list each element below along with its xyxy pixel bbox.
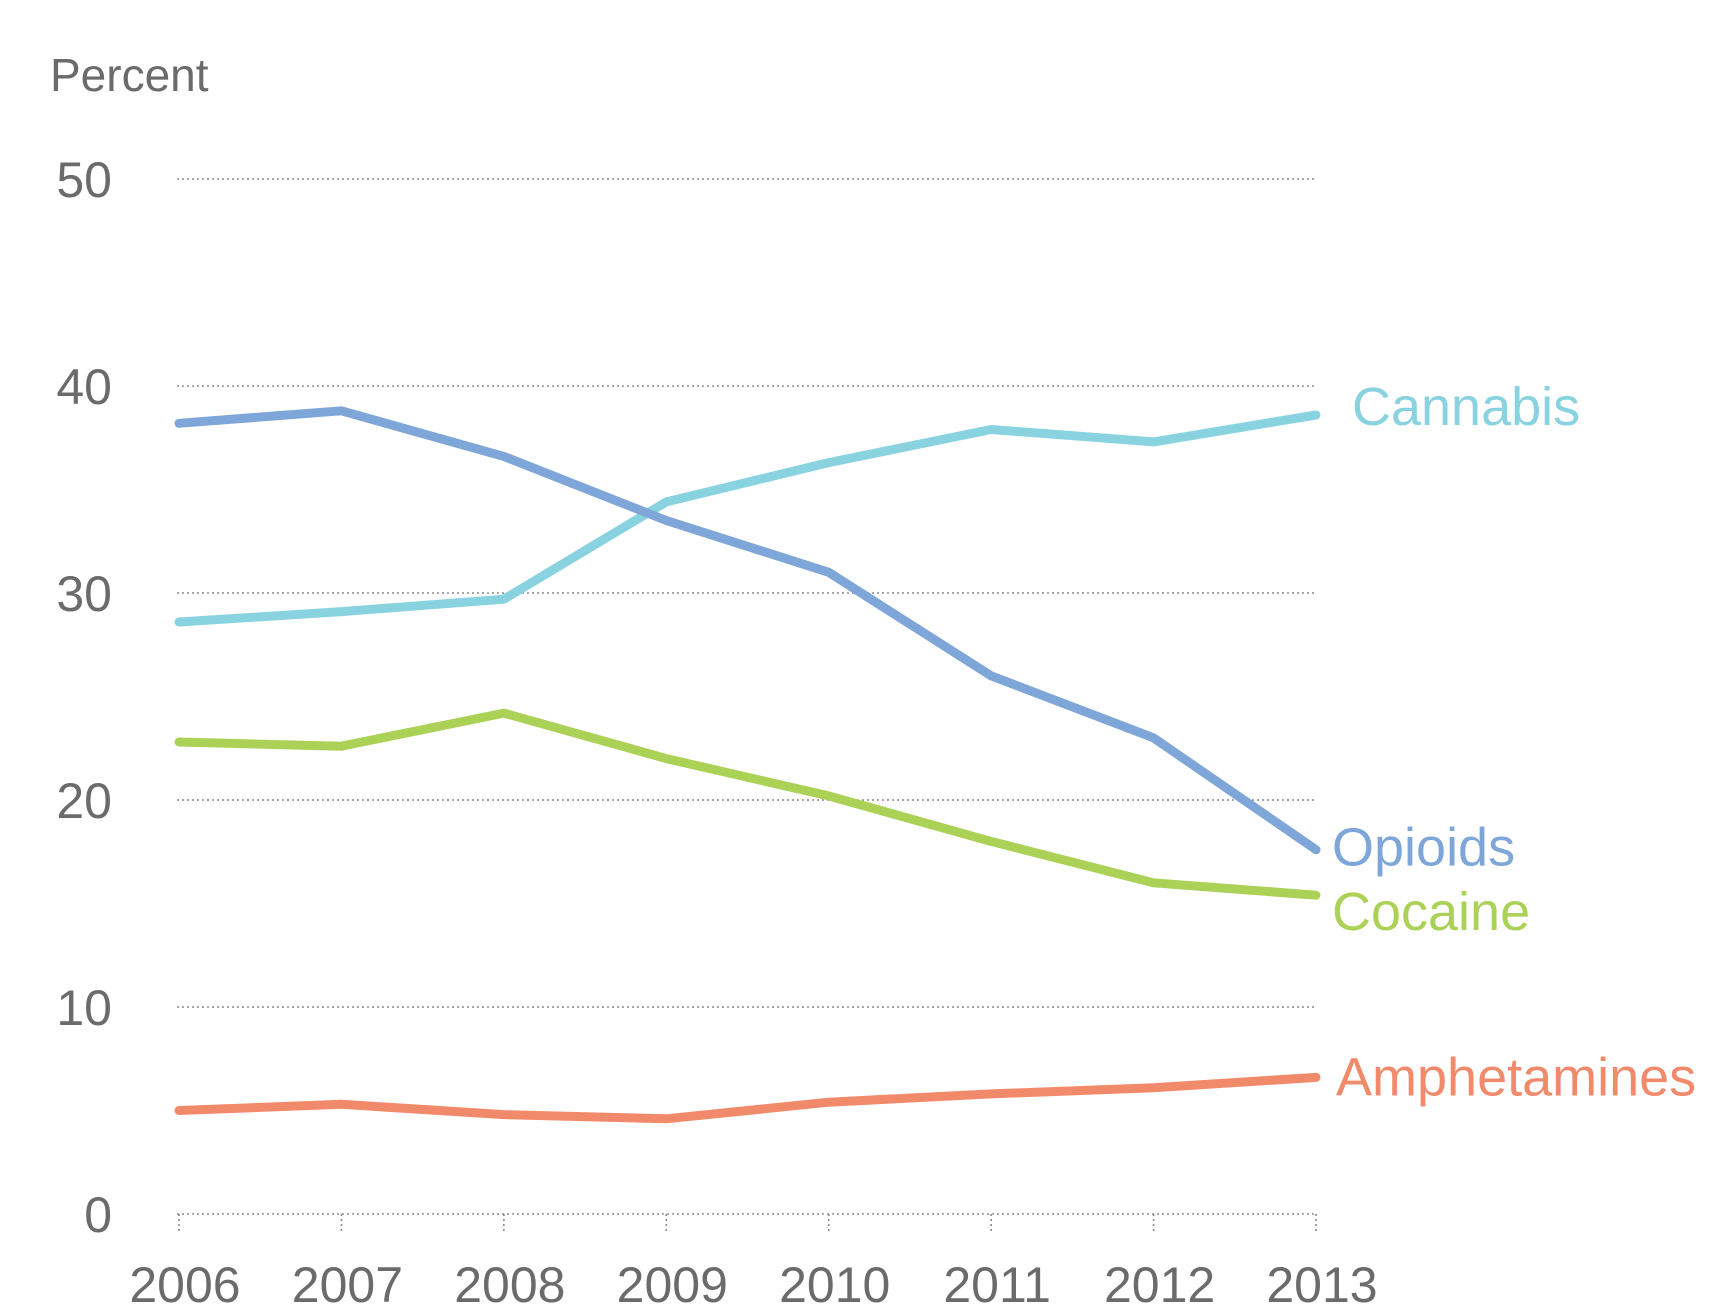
series-line-opioids — [174, 406, 1321, 855]
x-tick-label: 2009 — [617, 1257, 728, 1304]
x-axis-ticks: 2006 2007 2008 2009 2010 2011 2012 2013 — [129, 1214, 1378, 1304]
y-tick-label: 0 — [84, 1187, 112, 1243]
series-line-cocaine — [174, 708, 1321, 900]
y-tick-label: 10 — [56, 980, 112, 1036]
series-line-amphetamines — [174, 1072, 1321, 1124]
x-tick-label: 2010 — [779, 1257, 890, 1304]
gridlines — [177, 178, 1316, 1215]
x-tick-label: 2012 — [1104, 1257, 1215, 1304]
x-tick-label: 2006 — [129, 1257, 240, 1304]
x-tick-label: 2007 — [292, 1257, 403, 1304]
x-tick-label: 2013 — [1266, 1257, 1377, 1304]
y-axis-label: Percent — [50, 49, 209, 101]
series-label-cocaine: Cocaine — [1332, 882, 1530, 942]
y-tick-label: 20 — [56, 773, 112, 829]
y-tick-label: 40 — [56, 359, 112, 415]
series-label-amphetamines: Amphetamines — [1336, 1047, 1696, 1107]
y-axis-ticks: 0 10 20 30 40 50 — [56, 152, 112, 1243]
series-label-opioids: Opioids — [1332, 818, 1515, 878]
series-label-cannabis: Cannabis — [1352, 377, 1580, 437]
y-tick-label: 50 — [56, 152, 112, 208]
y-tick-label: 30 — [56, 566, 112, 622]
series-lines — [174, 406, 1321, 1124]
x-tick-label: 2008 — [454, 1257, 565, 1304]
series-line-cannabis — [174, 410, 1321, 627]
x-tick-label: 2011 — [943, 1257, 1051, 1304]
